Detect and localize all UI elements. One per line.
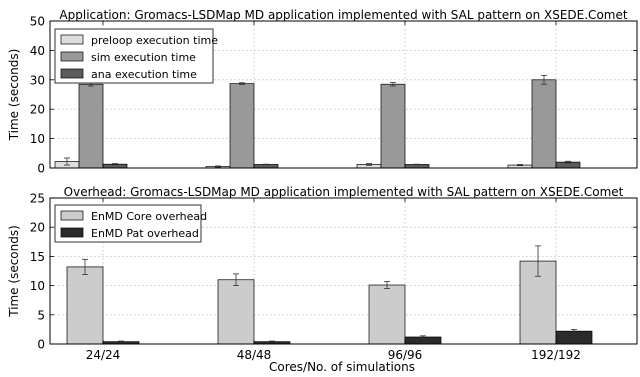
bar [380,83,406,169]
legend-label: sim execution time [91,51,196,64]
x-tick-label: 96/96 [388,348,423,362]
chart-title: Overhead: Gromacs-LSDMap MD application … [64,185,624,199]
legend-label: EnMD Core overhead [91,210,207,223]
legend-swatch [60,68,84,79]
legend-label: ana execution time [91,68,197,81]
y-axis-label: Time (seconds) [7,49,21,142]
bar [66,266,104,345]
x-tick-label: 24/24 [86,348,121,362]
bar [78,83,104,169]
y-tick-label: 50 [30,15,45,29]
bar [229,83,255,169]
y-tick-label: 15 [30,250,45,264]
y-axis-label: Time (seconds) [7,225,21,318]
legend-swatch [60,34,84,45]
x-tick-label: 48/48 [237,348,272,362]
y-tick-label: 5 [37,308,45,322]
y-tick-label: 10 [30,279,45,293]
plot-frame [49,197,638,345]
y-tick-label: 40 [30,44,45,58]
legend-swatch [60,210,84,221]
bar [368,284,406,345]
y-tick-label: 30 [30,73,45,87]
chart-title: Application: Gromacs-LSDMap MD applicati… [59,8,627,22]
y-tick-label: 10 [30,132,45,146]
legend-swatch [60,51,84,62]
figure-xlabel: Cores/No. of simulations [269,360,415,374]
legend: EnMD Core overhead EnMD Pat overhead [54,204,207,243]
plot-frame [49,20,638,169]
legend: preloop execution time sim execution time… [54,28,218,84]
y-tick-label: 0 [37,338,45,352]
x-tick-label: 192/192 [531,348,581,362]
y-tick-label: 20 [30,103,45,117]
legend-label: preloop execution time [91,34,218,47]
chart-panel-2: 0 5 10 15 20 25 24/24 48/48 96/96 192/192 Overhead… [7,185,638,362]
y-tick-label: 25 [30,192,45,206]
y-tick-label: 20 [30,221,45,235]
bar [531,79,557,169]
chart-panel-1: 0 10 20 30 40 50 Application: Gromacs-LSDMap M… [7,8,638,176]
bar [217,279,255,345]
legend-label: EnMD Pat overhead [91,227,199,240]
legend-swatch [60,227,84,238]
y-tick-label: 0 [37,162,45,176]
